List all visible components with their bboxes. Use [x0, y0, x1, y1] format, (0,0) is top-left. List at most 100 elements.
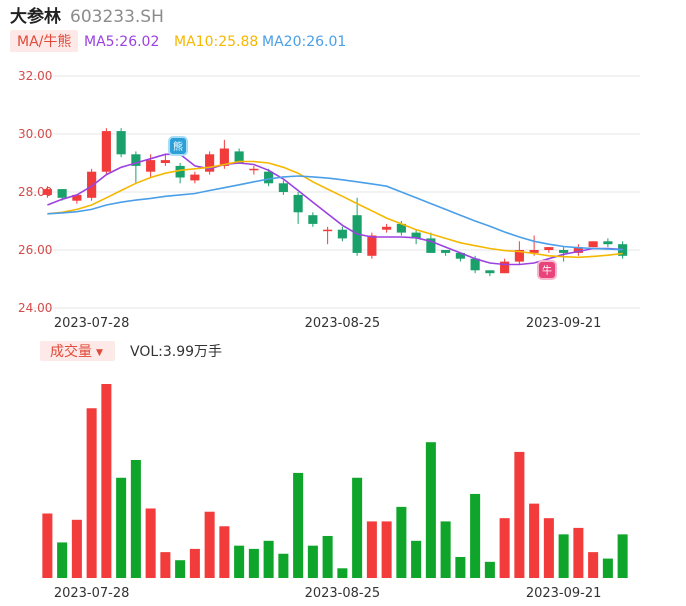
volume-bar	[293, 472, 304, 578]
volume-bar	[602, 558, 613, 578]
candle	[190, 171, 200, 184]
candle-body	[441, 250, 451, 253]
candle	[411, 229, 421, 245]
volume-tab-label[interactable]: 成交量	[50, 343, 92, 360]
ma10-line	[47, 160, 623, 259]
ma-tag[interactable]: MA/牛熊	[17, 34, 71, 50]
bull-marker-bg	[537, 260, 557, 280]
volume-tab-arrow[interactable]: ▼	[96, 348, 103, 358]
volume-value-label: VOL:3.99万手	[130, 344, 222, 360]
bull-marker[interactable]: 牛	[537, 260, 557, 280]
moving-average-lines	[47, 153, 623, 266]
candle-body	[337, 229, 347, 239]
volume-bar	[366, 521, 377, 578]
candle	[573, 244, 583, 256]
volume-bar	[425, 442, 436, 578]
volume-bar	[57, 542, 68, 578]
candle-body	[131, 154, 141, 166]
candle-body	[264, 171, 274, 184]
volume-bar	[617, 534, 628, 578]
candle-body	[603, 241, 613, 245]
volume-bar	[219, 526, 230, 578]
candle	[234, 148, 244, 163]
candle-body	[529, 250, 539, 253]
candle-body	[308, 215, 318, 224]
volume-bar	[411, 540, 422, 578]
volume-bar	[101, 384, 112, 578]
candle	[588, 241, 598, 248]
candle	[603, 238, 613, 248]
candle-body	[116, 131, 126, 155]
candle	[175, 163, 185, 184]
candle-body	[87, 171, 97, 198]
ma-legend: MA/牛熊 MA5:26.02 MA10:25.88 MA20:26.01	[10, 30, 346, 52]
candle	[544, 247, 554, 253]
volume-bar	[558, 534, 569, 578]
candle-body	[234, 151, 244, 163]
stock-name: 大参林	[10, 6, 61, 27]
volume-x-tick: 2023-07-28	[54, 586, 130, 601]
volume-bar	[322, 535, 333, 578]
bull-marker-text: 牛	[542, 264, 552, 277]
volume-bars	[42, 384, 628, 578]
candle	[337, 226, 347, 242]
price-x-tick: 2023-08-25	[305, 316, 381, 331]
volume-bar	[455, 556, 466, 578]
volume-bar	[71, 519, 82, 578]
candle	[352, 197, 362, 256]
bear-marker[interactable]: 熊	[168, 136, 188, 156]
ma5-label: MA5:26.02	[84, 34, 159, 50]
volume-bar	[543, 518, 554, 578]
volume-x-tick: 2023-09-21	[526, 586, 602, 601]
candle	[485, 270, 495, 277]
price-y-tick: 24.00	[18, 301, 52, 315]
stock-code: 603233.SH	[70, 7, 164, 27]
volume-bar	[573, 527, 584, 578]
candle	[131, 151, 141, 184]
candle-body	[367, 235, 377, 256]
volume-bar	[116, 477, 127, 578]
volume-bar	[263, 540, 274, 578]
candle-body	[396, 223, 406, 233]
candle	[514, 241, 524, 265]
volume-bar	[42, 513, 53, 578]
volume-tab-bg[interactable]	[40, 341, 115, 361]
candle	[72, 194, 82, 204]
candle	[42, 186, 52, 198]
ma20-line	[47, 175, 623, 251]
candle-body	[42, 189, 52, 195]
ma10-label: MA10:25.88	[174, 34, 258, 50]
candle	[618, 241, 628, 259]
price-x-tick: 2023-07-28	[54, 316, 130, 331]
ma-tag-bg[interactable]	[10, 30, 78, 52]
volume-bar	[86, 408, 97, 578]
candle-body	[219, 148, 229, 166]
candle-body	[455, 252, 465, 259]
volume-bar	[234, 545, 245, 578]
price-y-axis: 32.00 30.00 28.00 26.00 24.00	[18, 69, 52, 315]
candle-body	[278, 183, 288, 192]
volume-bar	[130, 459, 141, 578]
candle	[529, 235, 539, 256]
ma20-label: MA20:26.01	[262, 34, 346, 50]
volume-bar	[160, 552, 171, 578]
candle-body	[470, 258, 480, 271]
candle	[308, 212, 318, 227]
candle-body	[190, 174, 200, 181]
candle-body	[573, 247, 583, 253]
price-y-tick: 26.00	[18, 243, 52, 257]
volume-bar	[588, 552, 599, 578]
volume-bar	[499, 518, 510, 578]
volume-bar	[248, 548, 259, 578]
volume-bar	[337, 568, 348, 578]
candle	[87, 168, 97, 201]
candle-body	[618, 244, 628, 256]
volume-bar	[381, 521, 392, 578]
price-x-tick: 2023-09-21	[526, 316, 602, 331]
candle-body	[382, 226, 392, 230]
volume-x-tick: 2023-08-25	[305, 586, 381, 601]
candle-body	[205, 154, 215, 172]
bear-marker-bg	[168, 136, 188, 156]
price-y-tick: 28.00	[18, 185, 52, 199]
